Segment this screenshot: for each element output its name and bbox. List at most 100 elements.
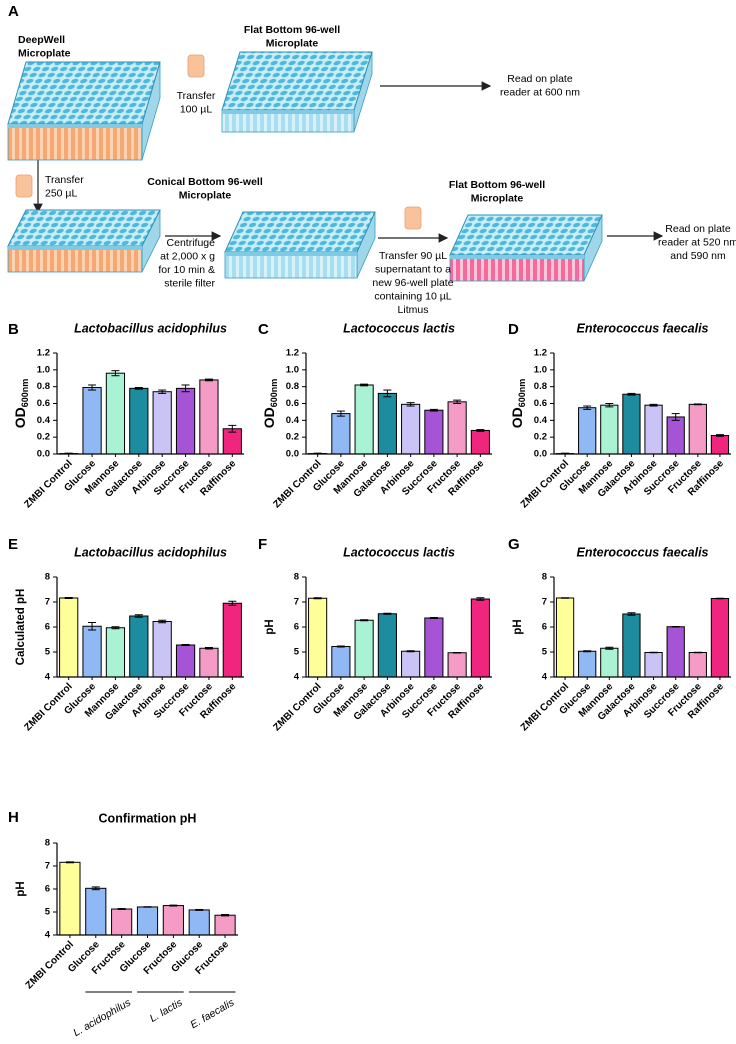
error-bar [117,908,126,910]
bar [175,644,196,678]
bar [85,887,107,936]
chart-title: Lactobacillus acidophilus [74,545,227,559]
error-bar [336,410,345,417]
diagram-label: Microplate [18,47,71,59]
diagram-label: Read on plate [507,73,573,85]
error-bar [204,647,213,650]
error-bar [627,392,636,396]
error-bar [671,626,680,628]
bar [59,861,81,936]
error-bar [195,908,204,911]
bar [82,625,102,678]
y-tick-label: 4 [542,672,548,683]
error-bar [64,597,73,599]
y-tick-label: 0.2 [286,432,299,443]
y-axis-label-sub: 600nm [269,379,279,408]
error-bar [313,597,322,600]
diagram-label: DeepWell [18,34,65,46]
bar [401,403,421,455]
bar [644,404,663,455]
bar [59,597,79,678]
error-bar [181,384,190,393]
y-axis-label-sub: 600nm [517,379,527,408]
panel-label: D [508,321,519,338]
error-bar [476,597,485,601]
y-tick-label: 6 [294,622,299,633]
error-bar [181,644,190,646]
y-tick-label: 0.8 [534,381,547,392]
diagram-label: supernatant to a [375,263,451,275]
plate-top [7,209,161,247]
bar [152,391,172,455]
bar [666,626,685,678]
chart-title: Enterococcus faecalis [576,321,708,335]
diagram-label: Litmus [398,304,429,316]
bar [129,615,149,678]
diagram-label: containing 10 µL [374,290,451,302]
y-tick-label: 6 [45,884,50,895]
y-tick-label: 4 [45,930,51,941]
bar [331,413,351,455]
bar [199,379,219,455]
y-tick-label: 5 [45,647,51,658]
diagram-label: Read on plate [665,223,731,235]
diagram-label: Flat Bottom 96-well [449,179,545,191]
y-axis-label-main: pH [15,881,27,896]
y-tick-label: 8 [542,572,547,583]
y-tick-label: 0.0 [534,449,547,460]
plate-top [449,214,603,256]
bar [424,409,444,455]
y-tick-label: 1.0 [534,364,547,375]
error-bar [429,408,438,412]
y-tick-label: 0.6 [37,398,50,409]
diagram-label: Flat Bottom 96-well [244,24,340,36]
bar [578,650,597,678]
y-axis-label: OD600nm [509,379,528,429]
y-tick-label: 7 [45,597,50,608]
y-axis-label-main: OD [12,407,28,428]
diagram-label: Conical Bottom 96-well [147,176,263,188]
y-tick-label: 8 [45,838,50,849]
y-tick-label: 0.2 [37,432,50,443]
error-bar [561,597,570,599]
y-axis-label-sub: 600nm [20,379,30,408]
y-axis-label: pH [264,619,276,634]
error-bar [453,652,462,654]
bar [199,647,219,678]
y-axis-label: OD600nm [261,379,280,429]
diagram-label: Transfer [45,174,84,186]
plate-front [224,251,358,279]
bar [688,652,707,678]
y-tick-label: 0.0 [37,449,50,460]
diagram-label: Transfer [177,90,216,102]
error-bar [476,429,485,432]
bar [175,387,196,455]
error-bar [693,651,702,654]
diagram-label: sterile filter [164,277,215,289]
chart-title: Lactobacillus acidophilus [74,321,227,335]
panel-label: C [258,321,269,338]
y-axis-label-main: Calculated pH [15,589,27,666]
plate-top [221,51,373,111]
error-bar [111,626,120,630]
error-bar [429,617,438,619]
bar [222,602,242,678]
bar [377,613,397,678]
bar [622,613,641,678]
diagram-label: Microplate [471,192,524,204]
panel-label: H [8,809,19,826]
chart-title: Enterococcus faecalis [576,545,708,559]
y-axis-label-main: OD [261,407,277,428]
plate-rim [225,252,357,256]
diagram-label: 100 µL [180,103,212,115]
y-tick-label: 8 [45,572,50,583]
microplate [449,214,603,282]
error-bar [715,434,724,437]
plate-front [7,245,143,273]
error-bar [134,614,143,618]
bar [555,597,575,678]
bar [354,619,374,678]
error-bar [158,389,167,394]
error-bar [336,645,345,648]
y-tick-label: 5 [542,647,548,658]
